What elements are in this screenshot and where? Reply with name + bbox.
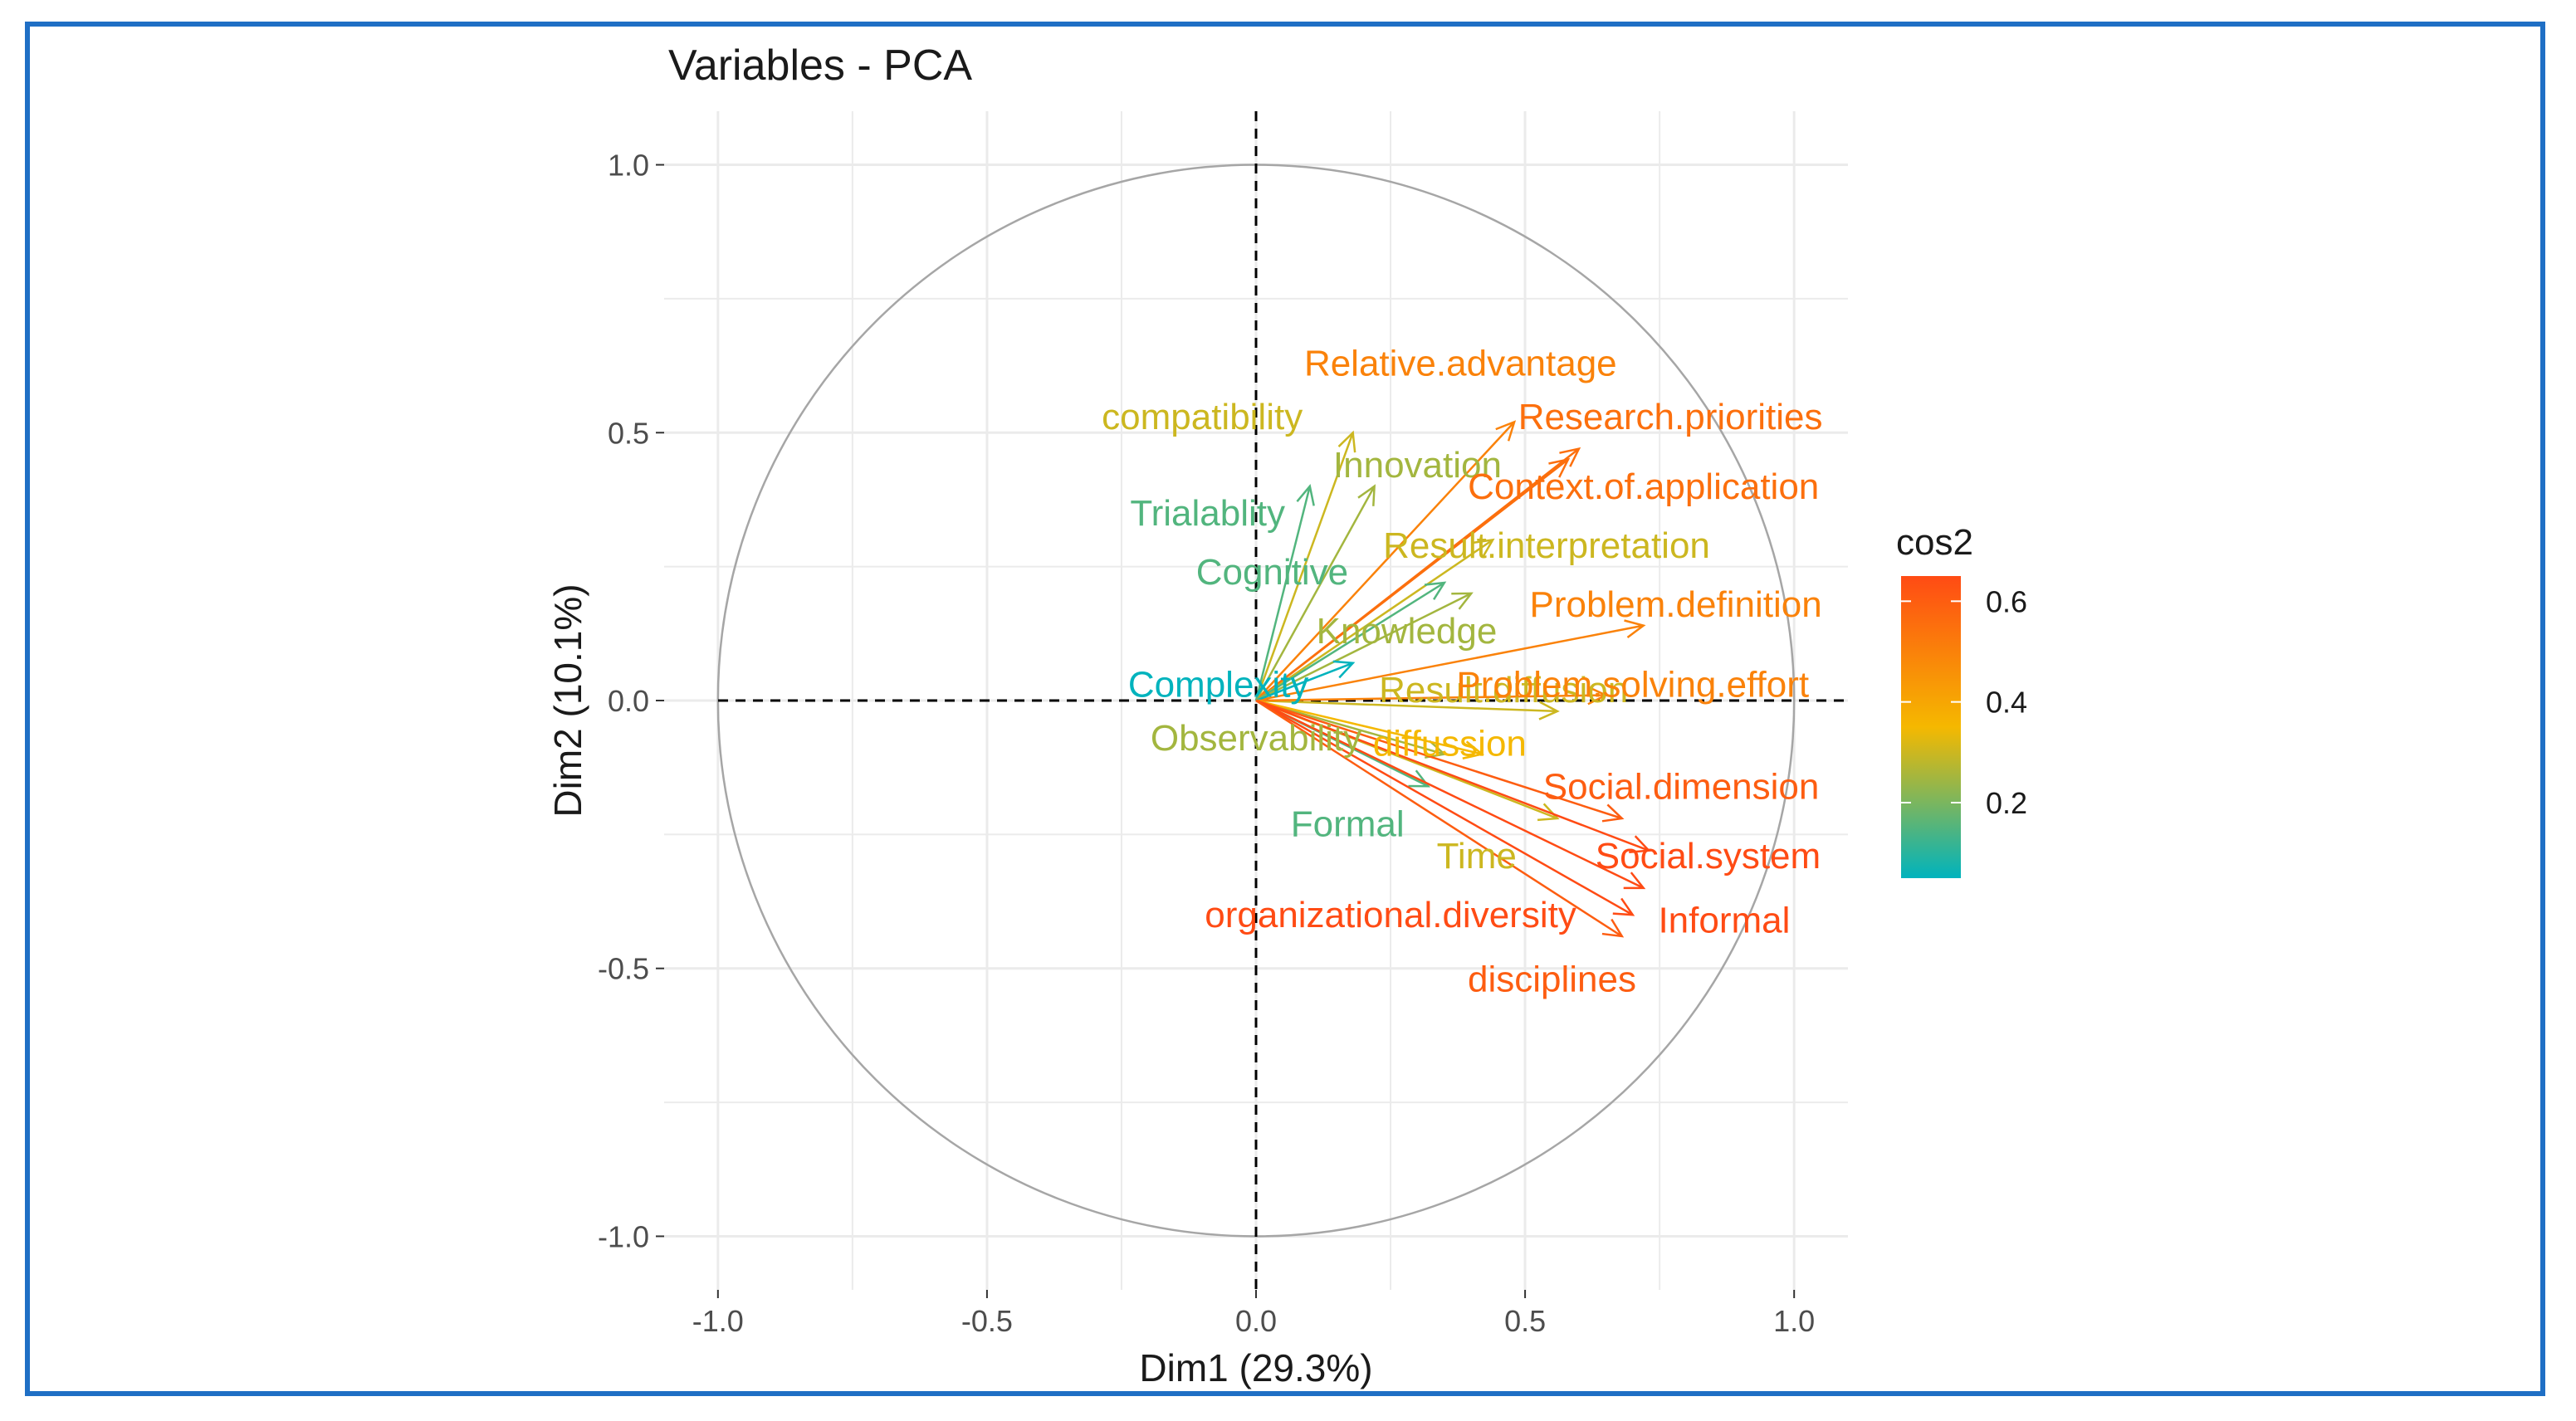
arrowhead-time — [1537, 803, 1560, 822]
label-problem-solving-effort: Problem.solving.effort — [1456, 665, 1809, 706]
arrow-problem-definition — [1255, 624, 1644, 702]
arrowhead-relative-advantage — [1495, 420, 1517, 442]
label-disciplines: disciplines — [1468, 960, 1636, 1000]
arrowhead-knowledge — [1451, 592, 1474, 610]
arrow-result-diffusion — [1255, 699, 1558, 713]
arrowhead-trialablity — [1296, 484, 1315, 506]
arrow-diffussion — [1255, 699, 1483, 755]
arrow-informal — [1255, 699, 1645, 890]
y-tick-label: 0.5 — [608, 416, 649, 450]
label-context-of-application: Context.of.application — [1468, 466, 1819, 507]
label-complexity: Complexity — [1128, 665, 1309, 706]
arrow-disciplines — [1255, 699, 1623, 938]
x-tick-label: 1.0 — [1773, 1304, 1815, 1338]
x-tick-label: -0.5 — [961, 1304, 1013, 1338]
arrow-complexity — [1255, 662, 1354, 702]
y-tick-label: 0.0 — [608, 684, 649, 718]
arrow-compatibility — [1254, 432, 1354, 701]
label-innovation: Innovation — [1333, 445, 1502, 486]
chart-title: Variables - PCA — [668, 42, 972, 90]
legend-tick-label: 0.4 — [1986, 686, 2027, 720]
arrow-relative-advantage — [1255, 421, 1516, 701]
arrowhead-social-dimension — [1601, 803, 1625, 823]
arrow-cognitive — [1255, 581, 1445, 702]
legend-ticks: 0.2 0.4 0.6 — [1901, 584, 2027, 820]
label-social-system: Social.system — [1596, 836, 1821, 877]
arrowhead-compatibility — [1337, 430, 1356, 453]
arrow-social-dimension — [1255, 699, 1623, 820]
arrowhead-innovation — [1357, 484, 1376, 506]
x-axis-title: Dim1 (29.3%) — [1139, 1346, 1372, 1389]
arrow-knowledge — [1255, 592, 1472, 702]
label-result-interpretation: Result.interpretation — [1383, 525, 1710, 566]
arrow-trialablity — [1254, 486, 1312, 701]
arrowhead-research-priorities — [1559, 447, 1581, 467]
y-tick-label: 1.0 — [608, 149, 649, 183]
label-problem-definition: Problem.definition — [1529, 584, 1821, 625]
arrowhead-result-diffusion — [1538, 701, 1560, 720]
label-result-diffusion: Result.diffusion — [1379, 670, 1628, 710]
arrowhead-informal — [1623, 872, 1646, 890]
arrow-innovation — [1254, 486, 1376, 701]
label-research-priorities: Research.priorities — [1518, 397, 1823, 437]
label-compatibility: compatibility — [1102, 397, 1303, 437]
label-observability: Observability — [1151, 718, 1361, 759]
arrowhead-formal — [1408, 769, 1430, 788]
label-formal: Formal — [1291, 803, 1405, 844]
arrow-result-interpretation — [1255, 539, 1493, 702]
arrow-problem-solving-effort — [1255, 694, 1606, 702]
arrow-observability — [1255, 699, 1445, 755]
y-tick-label: -1.0 — [598, 1219, 649, 1253]
label-organizational-diversity: organizational.diversity — [1205, 895, 1576, 935]
arrowhead-complexity — [1332, 660, 1356, 679]
label-knowledge: Knowledge — [1317, 611, 1498, 652]
cos2-legend: cos2 0.2 0.4 0.6 — [1896, 522, 2027, 878]
label-trialablity: Trialablity — [1130, 493, 1285, 534]
arrowhead-social-system — [1629, 835, 1651, 854]
arrow-social-system — [1255, 699, 1650, 852]
arrowhead-disciplines — [1601, 918, 1625, 938]
x-tick-label: 0.0 — [1235, 1304, 1277, 1338]
label-informal: Informal — [1658, 901, 1790, 941]
label-diffussion: diffussion — [1373, 724, 1527, 764]
legend-tick-label: 0.2 — [1986, 786, 2027, 820]
legend-colorbar — [1901, 576, 1961, 878]
arrowhead-cognitive — [1424, 581, 1447, 600]
y-tick-label: -0.5 — [598, 952, 649, 986]
label-relative-advantage: Relative.advantage — [1304, 343, 1617, 383]
variable-arrows — [1254, 420, 1651, 938]
arrowhead-problem-definition — [1624, 619, 1646, 638]
legend-tick-label: 0.6 — [1986, 584, 2027, 618]
arrow-organizational-diversity — [1255, 699, 1634, 916]
arrowhead-organizational-diversity — [1612, 897, 1635, 916]
label-time: Time — [1437, 836, 1517, 877]
x-tick-label: -1.0 — [692, 1304, 744, 1338]
axis-ticks: -1.0 -0.5 0.0 0.5 1.0 -1.0 -0.5 0.0 0.5 1.0 — [598, 149, 1815, 1338]
arrow-context-of-application — [1255, 458, 1569, 701]
arrowhead-problem-solving-effort — [1587, 686, 1609, 706]
arrowhead-diffussion — [1462, 740, 1485, 759]
arrowhead-result-interpretation — [1473, 538, 1495, 558]
y-axis-title: Dim2 (10.1%) — [546, 584, 589, 817]
legend-title: cos2 — [1896, 522, 1973, 563]
label-social-dimension: Social.dimension — [1543, 766, 1820, 807]
x-tick-label: 0.5 — [1504, 1304, 1546, 1338]
label-cognitive: Cognitive — [1196, 552, 1348, 593]
arrowhead-context-of-application — [1548, 457, 1571, 478]
